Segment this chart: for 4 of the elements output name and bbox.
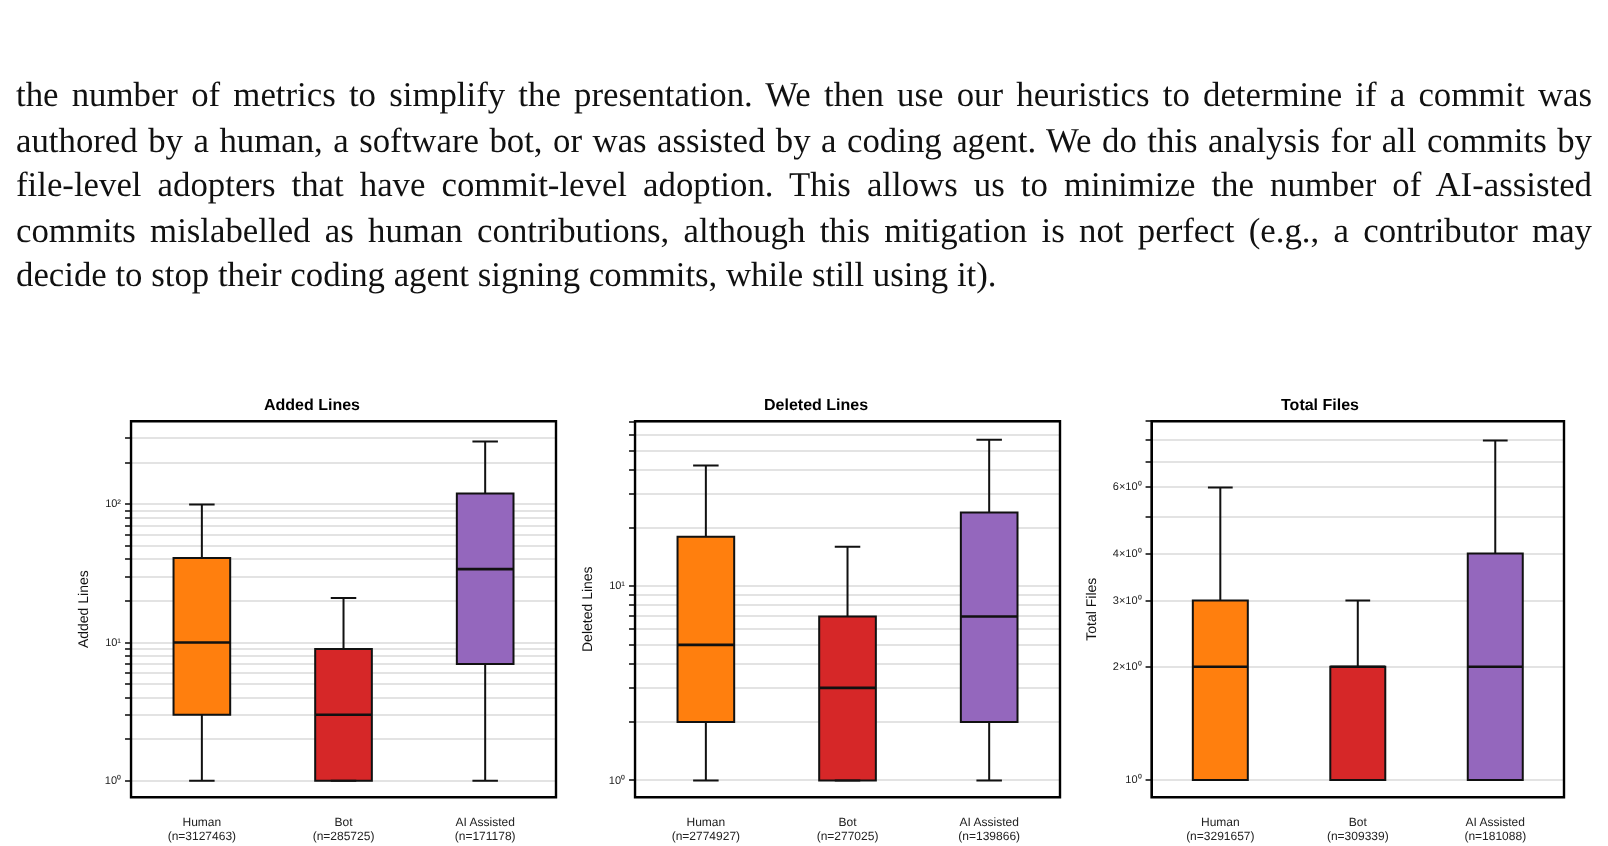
chart-title: Total Files [1281,396,1361,415]
chart-title: Deleted Lines [763,396,870,415]
chart-title: Added Lines [263,396,362,415]
text: the number of metrics to simplify the presentation. We then use our heuristics to determine if a commit was authored by a human, a software bot, or was assisted by a coding agent. We do this analysis for all commits by file-level adopters that have commit-level adoption. This allows us to minimize the number of AI-assisted commits mislabelled as human contributions, although this mitigation is not perfect (e.g., a contributor may decide to stop their coding agent signing commits, while still using it). [16,72,1592,297]
